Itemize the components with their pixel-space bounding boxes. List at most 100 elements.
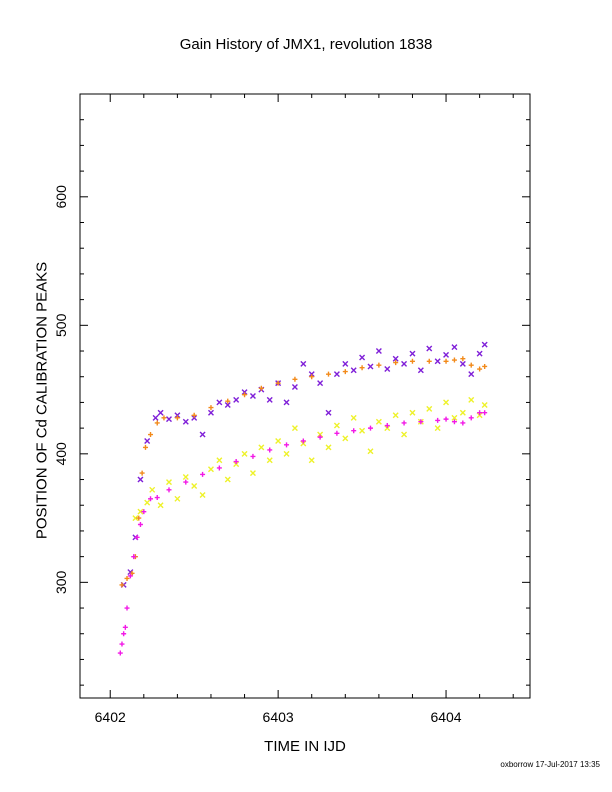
series-1-point [300,360,307,367]
series-1-point [481,341,488,348]
series-4-point [482,410,488,416]
series-2-point [384,425,391,432]
series-3-point [148,432,154,438]
series-1-point [350,367,357,374]
series-2-point [137,508,144,515]
series-1-point [233,396,240,403]
series-1-point [224,402,231,408]
series-4-point [141,509,147,515]
series-4-point [451,419,457,425]
series-1-point [459,360,466,367]
series-1-point [476,350,483,357]
series-1-point [417,367,424,374]
series-2-point [317,431,324,438]
series-3-point [393,360,399,366]
series-2-point [132,515,139,522]
series-3-point [468,362,474,368]
series-3-point [326,371,332,377]
plot-frame [79,93,531,699]
series-4-point [127,573,133,579]
series-3-point [426,358,432,364]
series-4-point [284,442,290,448]
series-2-point [149,486,156,493]
x-tick-label: 6403 [263,709,294,725]
x-axis-label: TIME IN IJD [264,738,346,755]
series-3-point [139,470,145,476]
series-2-point [468,396,475,403]
series-1-point [333,371,340,378]
series-4-point [200,471,206,477]
series-3-point [460,356,466,362]
series-4-point [367,425,373,431]
series-1-point [165,416,172,423]
series-3-point [477,366,483,372]
series-1-point [283,399,290,406]
series-4-point [154,495,160,501]
y-tick-label: 300 [53,570,69,594]
series-2-point [325,444,332,451]
series-4-point [477,410,483,416]
series-1-point [291,384,298,390]
footer-credit: oxborrow 17-Jul-2017 13:35 [500,760,600,769]
series-2-point [426,405,433,412]
series-4-point [250,453,256,459]
series-2-point [224,476,231,483]
series-1-point [317,380,324,387]
series-1-point [443,351,450,358]
series-4-point [351,428,357,434]
series-3-point [174,415,180,421]
series-2-point [216,457,223,464]
series-1-point [384,366,391,373]
series-2-point [174,495,181,502]
series-4-point [216,465,222,471]
chart-title: Gain History of JMX1, revolution 1838 [179,36,433,53]
series-1-point [241,389,248,396]
series-2-point [258,444,265,451]
series-2-point [266,457,273,464]
series-1-point [152,414,159,421]
series-1-point [325,409,332,416]
series-4-point [435,417,441,423]
series-3-point [242,392,248,398]
series-3-point [258,385,264,391]
series-2-point [199,491,206,498]
series-2-point [359,427,366,434]
series-1-point [266,396,273,403]
series-1-point [174,412,181,419]
series-4-point [418,419,424,425]
series-2-point [451,414,458,421]
series-2-point [308,457,315,464]
series-4-point [233,459,239,465]
x-tick-label: 6404 [430,709,461,725]
series-4-point [124,605,130,611]
y-tick-label: 600 [53,185,69,209]
series-2-point [144,499,151,506]
series-2-point [342,435,349,442]
series-2-point [300,440,307,447]
series-2-point [434,425,441,432]
series-3-point [124,575,130,581]
series-4-point [117,650,123,656]
series-2-point [291,425,298,432]
series-2-point [333,422,340,429]
series-3-point [142,444,148,450]
series-3-point [161,415,167,421]
series-3-point [225,398,231,404]
series-4-point [267,447,273,453]
series-1-point [308,371,315,378]
series-2-point [350,414,357,421]
series-2-point [249,470,256,477]
series-3-point [443,358,449,364]
series-2-point [165,479,172,486]
series-3-point [451,357,457,363]
series-4-point [122,624,128,630]
series-4-point [468,415,474,421]
x-tick-label: 6402 [95,709,126,725]
series-3-point [208,405,214,411]
series-2-point [401,431,408,438]
series-4-point [443,416,449,422]
series-2-point [476,412,483,419]
series-1-point [137,476,144,483]
series-2-point [283,450,290,457]
